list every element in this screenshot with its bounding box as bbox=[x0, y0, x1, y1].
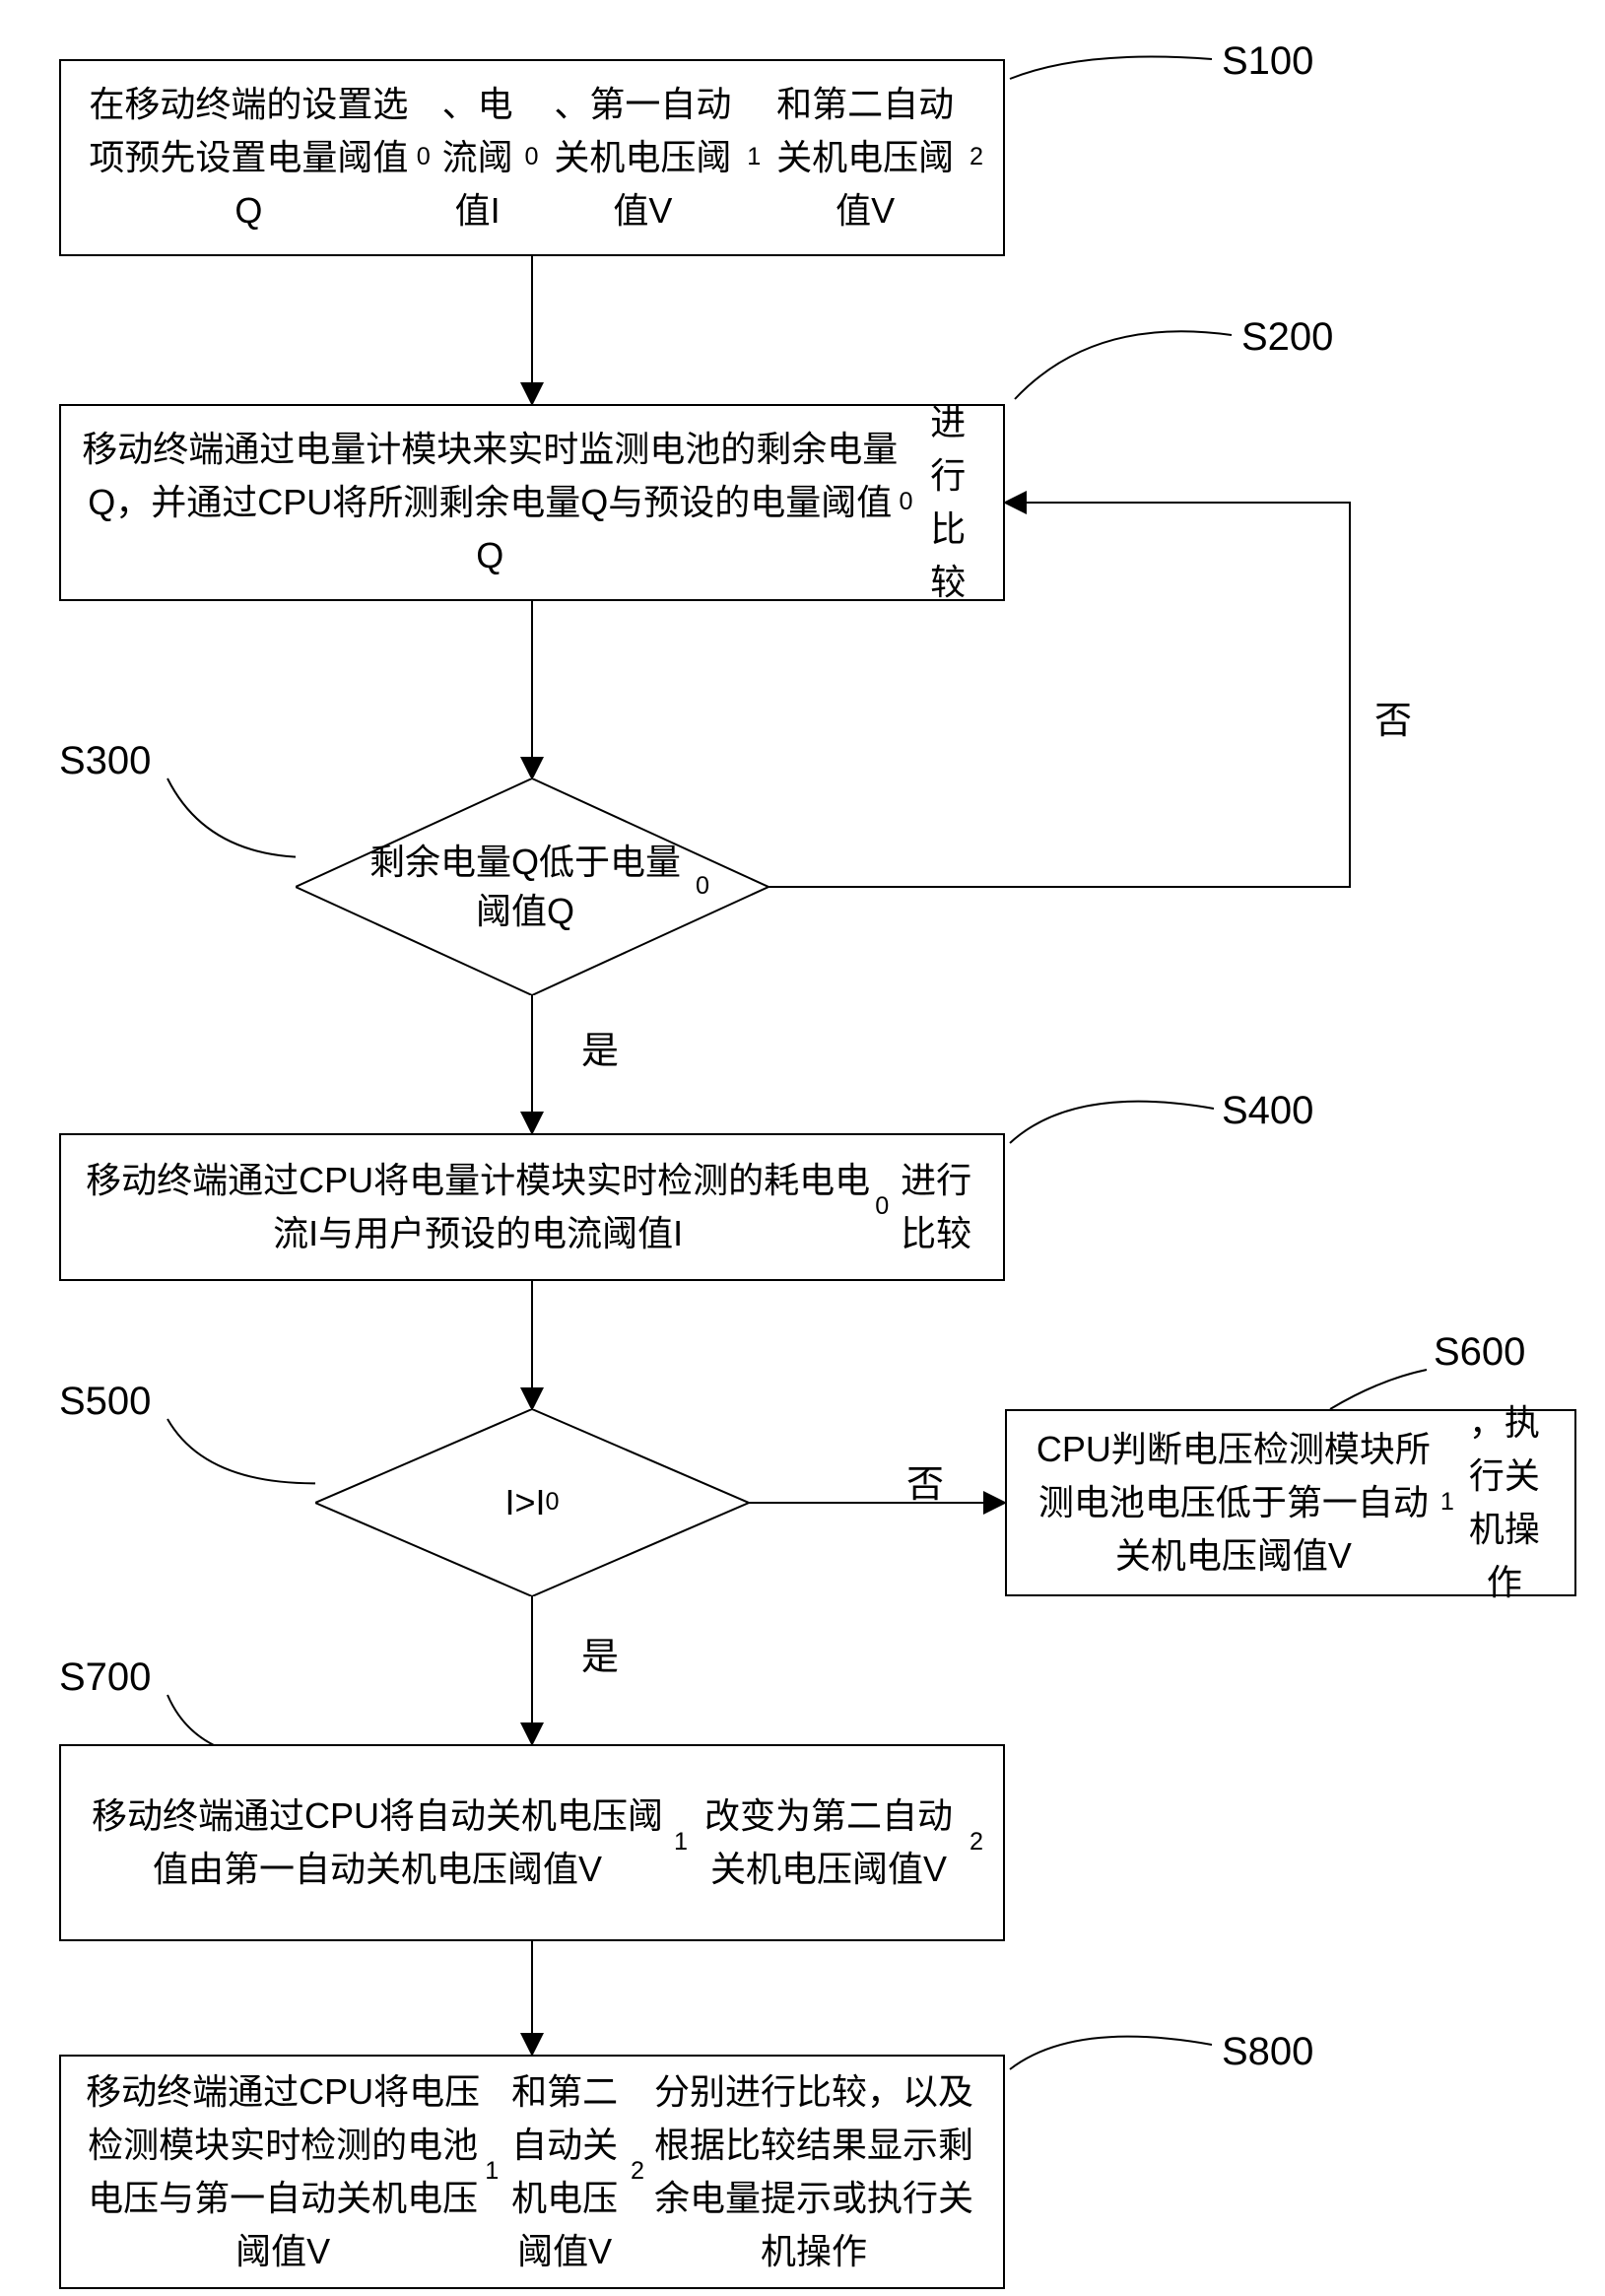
process-s700: 移动终端通过CPU将自动关机电压阈值由第一自动关机电压阈值V1改变为第二自动关机… bbox=[59, 1744, 1005, 1941]
process-s600: CPU判断电压检测模块所测电池电压低于第一自动关机电压阈值V1，执行关机操作 bbox=[1005, 1409, 1576, 1596]
step-label-s500: S500 bbox=[59, 1380, 151, 1424]
process-s200: 移动终端通过电量计模块来实时监测电池的剩余电量Q，并通过CPU将所测剩余电量Q与… bbox=[59, 404, 1005, 601]
process-s100: 在移动终端的设置选项预先设置电量阈值Q0、电流阈值I0 、第一自动关机电压阈值V… bbox=[59, 59, 1005, 256]
edge-label-s500-s600: 否 bbox=[906, 1453, 944, 1508]
step-label-s600: S600 bbox=[1434, 1330, 1525, 1375]
step-label-s300: S300 bbox=[59, 739, 151, 783]
decision-s300: 剩余电量Q低于电量阈值Q0 bbox=[296, 778, 769, 995]
edge-label-s300-s400: 是 bbox=[581, 1020, 619, 1074]
edge-label-s500-s700: 是 bbox=[581, 1626, 619, 1680]
flowchart-canvas: 在移动终端的设置选项预先设置电量阈值Q0、电流阈值I0 、第一自动关机电压阈值V… bbox=[0, 0, 1605, 2296]
step-label-s800: S800 bbox=[1222, 2030, 1313, 2074]
process-s400: 移动终端通过CPU将电量计模块实时检测的耗电电流I与用户预设的电流阈值I0进行比… bbox=[59, 1133, 1005, 1281]
edge-label-s300-s200: 否 bbox=[1374, 690, 1412, 744]
step-label-s200: S200 bbox=[1241, 315, 1333, 360]
step-label-s400: S400 bbox=[1222, 1089, 1313, 1133]
step-label-s700: S700 bbox=[59, 1655, 151, 1700]
step-label-s100: S100 bbox=[1222, 39, 1313, 84]
process-s800: 移动终端通过CPU将电压检测模块实时检测的电池电压与第一自动关机电压阈值V1和第… bbox=[59, 2055, 1005, 2289]
decision-s500: I>I0 bbox=[315, 1409, 749, 1596]
